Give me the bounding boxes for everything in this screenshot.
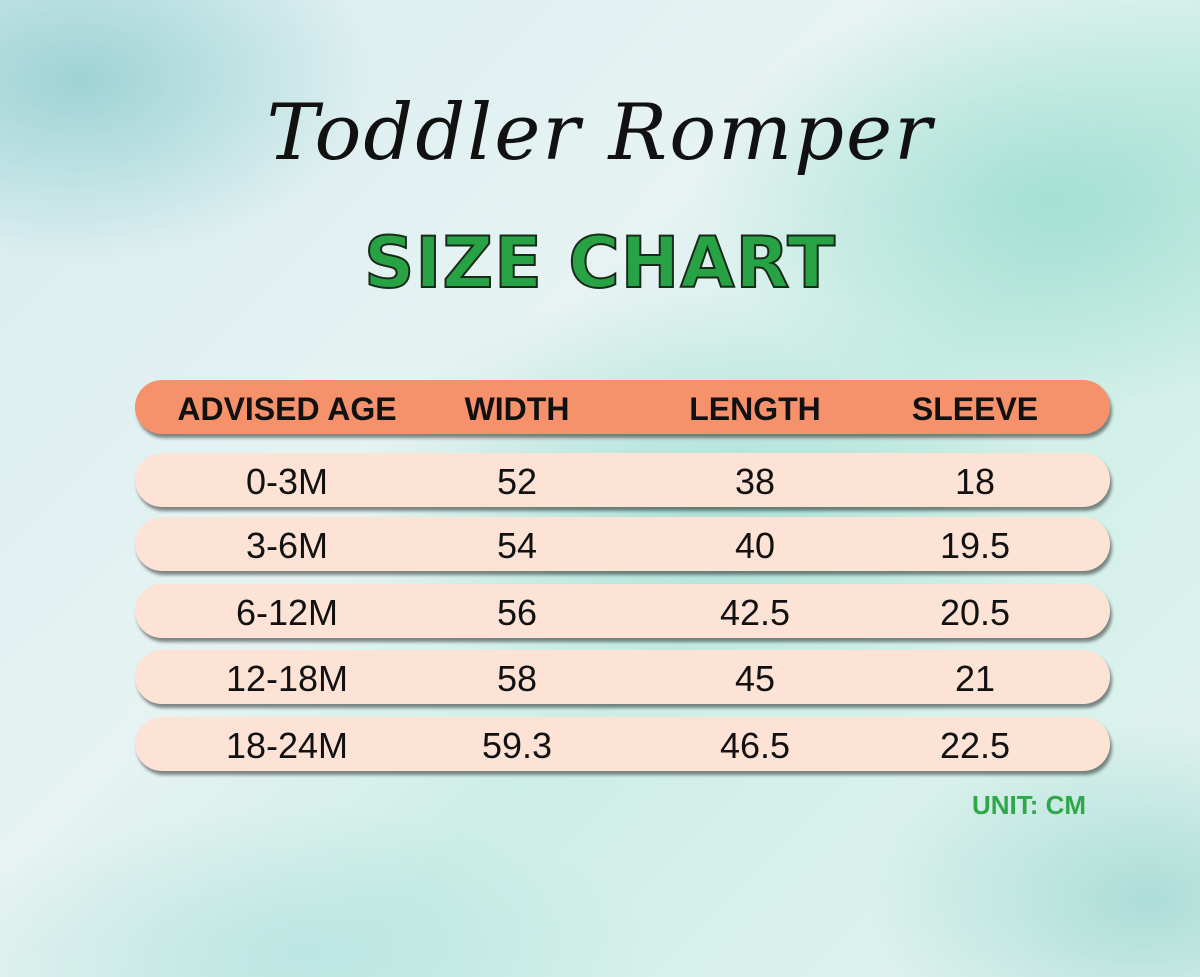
table-row: 18-24M 59.3 46.5 22.5 [135,717,1110,771]
table-cell: 58 [496,658,538,699]
column-header: LENGTH [689,391,821,427]
table-cell: 6-12M [235,592,339,633]
table-cell: 3-6M [245,525,329,566]
table-header: ADVISED AGE WIDTH LENGTH SLEEVE [135,380,1110,434]
table-cell: 42.5 [719,592,791,633]
table-cell: 18-24M [225,725,349,766]
chart-title: Toddler Romper [266,88,934,178]
table-cell: 21 [954,658,996,699]
table-cell: 20.5 [939,592,1011,633]
table-cell: 38 [734,461,776,502]
column-header: WIDTH [464,391,570,427]
chart-subtitle: SIZE CHART [363,221,837,305]
table-row: 3-6M 54 40 19.5 [135,517,1110,571]
table-cell: 0-3M [245,461,329,502]
column-header: SLEEVE [911,391,1039,427]
table-cell: 56 [496,592,538,633]
table-row: 0-3M 52 38 18 [135,453,1110,507]
table-row: 6-12M 56 42.5 20.5 [135,584,1110,638]
table-cell: 46.5 [719,725,791,766]
table-cell: 22.5 [939,725,1011,766]
table-cell: 18 [954,461,996,502]
column-header: ADVISED AGE [177,391,397,427]
table-cell: 54 [496,525,538,566]
table-cell: 52 [496,461,538,502]
table-cell: 45 [734,658,776,699]
unit-label: UNIT: CM [972,790,1087,820]
table-cell: 40 [734,525,776,566]
table-cell: 59.3 [481,725,553,766]
table-cell: 12-18M [225,658,349,699]
table-cell: 19.5 [939,525,1011,566]
table-row: 12-18M 58 45 21 [135,650,1110,704]
